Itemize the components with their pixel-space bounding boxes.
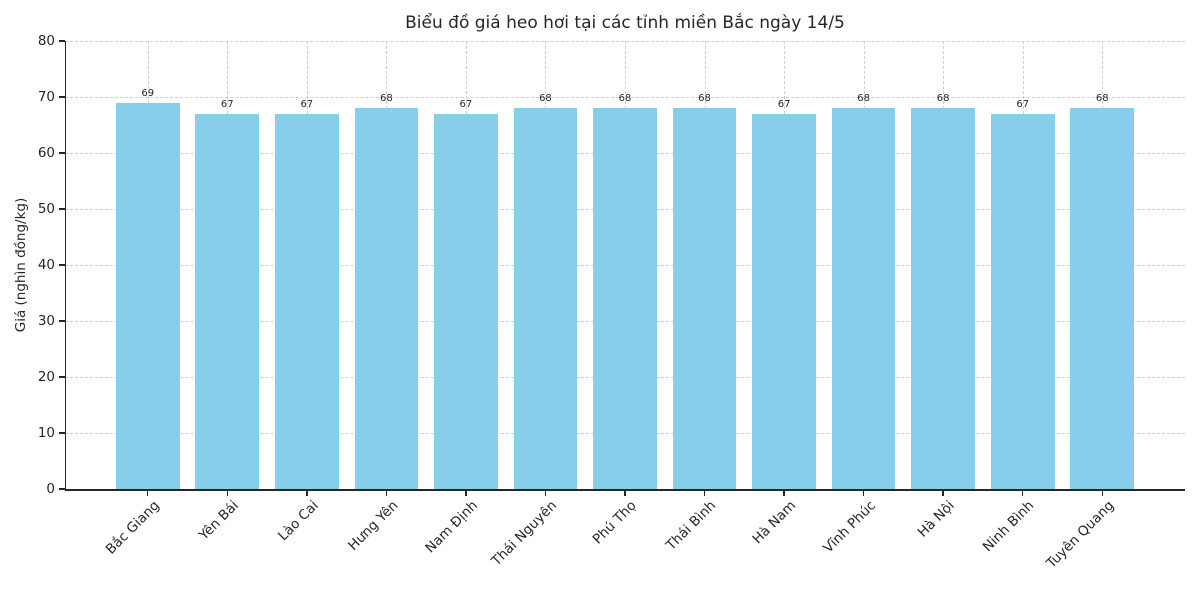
bar (195, 113, 260, 489)
bar (115, 102, 180, 489)
bar-value-label: 67 (459, 98, 473, 110)
bar-value-label: 67 (300, 98, 314, 110)
x-axis-tick (942, 490, 944, 496)
bar (275, 113, 339, 489)
x-axis-tick (465, 490, 467, 496)
bar-value-label: 68 (618, 93, 632, 105)
x-axis-tick (544, 490, 547, 496)
y-axis-tick (59, 320, 65, 322)
x-axis-tick (147, 490, 149, 496)
x-axis-tick (226, 490, 228, 496)
bar-value-label: 67 (220, 98, 234, 110)
bar (672, 108, 737, 489)
x-axis-tick (1022, 490, 1024, 496)
bar-value-label: 68 (857, 93, 870, 105)
bar (434, 113, 498, 489)
y-axis-tick (59, 208, 65, 210)
x-axis-tick-label: Ninh Bình (980, 497, 1038, 556)
y-axis-tick-label: 0 (46, 480, 55, 497)
bar (1070, 108, 1135, 489)
bar (990, 113, 1055, 489)
bar (354, 108, 419, 489)
y-axis-tick-label: 80 (37, 32, 55, 49)
x-axis-tick (862, 490, 865, 496)
x-axis-tick-label: Lào Cai (275, 497, 322, 545)
x-axis-tick-label: Thái Bình (663, 497, 720, 554)
x-axis-tick-label: Nam Định (422, 497, 481, 557)
bar-value-label: 68 (936, 93, 950, 105)
bar (593, 108, 657, 489)
bar-value-label: 67 (1016, 98, 1030, 110)
x-axis-tick-label: Hà Nội (915, 497, 959, 541)
bar (752, 113, 816, 489)
y-axis-tick-label: 10 (37, 424, 55, 441)
y-axis-tick (59, 376, 65, 378)
x-axis-tick (783, 490, 785, 496)
y-axis-tick-label: 70 (37, 88, 55, 105)
x-axis-tick (1101, 490, 1103, 496)
x-axis-tick (624, 490, 626, 496)
x-axis-tick-label: Phú Thọ (589, 497, 640, 548)
y-axis-tick (59, 40, 65, 42)
x-axis-tick-label: Thái Nguyên (488, 497, 561, 570)
x-axis-tick (385, 490, 388, 496)
chart-title: Biểu đồ giá heo hơi tại các tỉnh miền Bắ… (405, 13, 845, 33)
y-axis-spine (65, 41, 67, 490)
bar (513, 108, 578, 489)
y-axis-tick-label: 50 (37, 200, 55, 217)
y-axis-tick-label: 60 (37, 144, 55, 161)
x-axis-tick-label: Vĩnh Phúc (819, 497, 879, 557)
plot-area: 69 67 67 68 67 68 68 68 67 68 68 67 68 (65, 41, 1185, 489)
bar-value-label: 68 (698, 93, 711, 105)
x-axis-spine (65, 489, 1185, 491)
y-axis-tick (59, 152, 65, 154)
x-axis-tick-label: Hà Nam (749, 497, 799, 548)
y-axis-tick-label: 30 (37, 312, 55, 329)
x-axis-tick-label: Yên Bái (196, 497, 243, 544)
y-axis-tick-label: 20 (37, 368, 55, 385)
bar-value-label: 68 (1095, 93, 1109, 105)
y-axis-tick (59, 96, 65, 98)
bar-value-label: 68 (379, 93, 393, 105)
x-axis-tick-label: Tuyên Quang (1043, 497, 1118, 572)
y-axis-tick (59, 488, 65, 490)
y-axis-tick (59, 432, 65, 434)
x-axis-tick (306, 490, 308, 496)
bar-value-label: 69 (141, 87, 155, 99)
bar-value-label: 68 (539, 93, 552, 105)
bar-value-label: 67 (777, 98, 791, 110)
bar (911, 108, 975, 489)
y-axis-tick-label: 40 (37, 256, 55, 273)
x-axis-tick-label: Hưng Yên (345, 497, 402, 554)
x-axis-tick (703, 490, 706, 496)
y-axis-tick (59, 264, 65, 266)
bar (831, 108, 896, 489)
x-axis-tick-label: Bắc Giang (102, 497, 163, 558)
